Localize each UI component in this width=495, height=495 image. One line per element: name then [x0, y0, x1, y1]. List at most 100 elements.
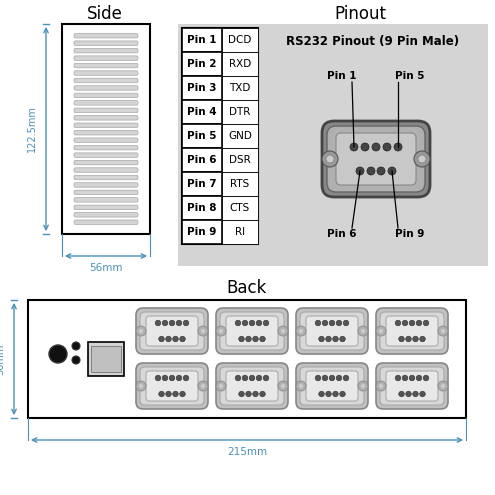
FancyBboxPatch shape: [296, 363, 368, 409]
Circle shape: [376, 381, 386, 391]
Text: RS232 Pinout (9 Pin Male): RS232 Pinout (9 Pin Male): [287, 36, 459, 49]
Circle shape: [298, 329, 303, 334]
FancyBboxPatch shape: [74, 86, 138, 90]
FancyBboxPatch shape: [74, 34, 138, 38]
Circle shape: [336, 320, 342, 326]
Bar: [222, 172, 258, 196]
FancyBboxPatch shape: [74, 205, 138, 209]
Circle shape: [242, 320, 248, 326]
Circle shape: [72, 342, 80, 350]
Text: Pin 5: Pin 5: [187, 131, 217, 141]
FancyBboxPatch shape: [74, 63, 138, 68]
Text: Pin 3: Pin 3: [187, 83, 217, 93]
Circle shape: [296, 381, 306, 391]
Circle shape: [388, 167, 396, 175]
Text: Pin 7: Pin 7: [187, 179, 217, 189]
Bar: [222, 52, 258, 76]
Circle shape: [333, 391, 338, 397]
FancyBboxPatch shape: [140, 312, 204, 350]
FancyBboxPatch shape: [74, 71, 138, 75]
FancyBboxPatch shape: [216, 363, 288, 409]
Bar: [222, 100, 258, 124]
FancyBboxPatch shape: [376, 363, 448, 409]
Bar: [182, 124, 222, 148]
Bar: [222, 220, 258, 244]
Circle shape: [173, 391, 178, 397]
Circle shape: [183, 320, 189, 326]
Circle shape: [281, 329, 286, 334]
FancyBboxPatch shape: [306, 371, 358, 401]
FancyBboxPatch shape: [226, 316, 278, 346]
Circle shape: [367, 167, 375, 175]
Text: Pin 9: Pin 9: [396, 229, 425, 239]
Circle shape: [413, 391, 418, 397]
Circle shape: [155, 320, 161, 326]
Circle shape: [249, 320, 255, 326]
Circle shape: [246, 336, 251, 342]
FancyBboxPatch shape: [136, 363, 208, 409]
FancyBboxPatch shape: [386, 316, 438, 346]
Circle shape: [438, 326, 448, 336]
Circle shape: [438, 381, 448, 391]
Circle shape: [322, 151, 338, 167]
Text: DTR: DTR: [229, 107, 250, 117]
Circle shape: [395, 375, 401, 381]
Circle shape: [200, 384, 205, 389]
Bar: [88, 342, 124, 376]
FancyBboxPatch shape: [376, 308, 448, 354]
Circle shape: [420, 336, 425, 342]
Circle shape: [416, 320, 422, 326]
FancyBboxPatch shape: [74, 78, 138, 83]
Circle shape: [319, 336, 324, 342]
FancyBboxPatch shape: [74, 108, 138, 112]
Text: Pin 2: Pin 2: [187, 59, 217, 69]
FancyBboxPatch shape: [216, 308, 288, 354]
FancyBboxPatch shape: [300, 367, 364, 405]
Circle shape: [376, 326, 386, 336]
Circle shape: [256, 375, 262, 381]
FancyBboxPatch shape: [220, 312, 284, 350]
Text: Pin 5: Pin 5: [395, 71, 425, 81]
Circle shape: [398, 391, 404, 397]
Circle shape: [423, 375, 429, 381]
Circle shape: [162, 320, 168, 326]
Circle shape: [406, 336, 411, 342]
Text: DSR: DSR: [229, 155, 251, 165]
Circle shape: [315, 375, 321, 381]
Circle shape: [377, 167, 385, 175]
Circle shape: [394, 143, 402, 151]
FancyBboxPatch shape: [74, 198, 138, 202]
Bar: [222, 196, 258, 220]
Circle shape: [372, 143, 380, 151]
Circle shape: [169, 375, 175, 381]
Circle shape: [256, 320, 262, 326]
FancyBboxPatch shape: [136, 308, 208, 354]
Circle shape: [418, 155, 426, 163]
Text: Pin 1: Pin 1: [327, 71, 357, 81]
Circle shape: [379, 329, 384, 334]
Text: RTS: RTS: [230, 179, 249, 189]
FancyBboxPatch shape: [74, 153, 138, 157]
Text: Pin 1: Pin 1: [187, 35, 217, 45]
Circle shape: [249, 375, 255, 381]
Circle shape: [340, 391, 346, 397]
Bar: [182, 52, 222, 76]
FancyBboxPatch shape: [74, 212, 138, 217]
Circle shape: [239, 391, 245, 397]
Circle shape: [216, 381, 226, 391]
Circle shape: [402, 320, 408, 326]
Circle shape: [340, 336, 346, 342]
Bar: [222, 124, 258, 148]
Circle shape: [159, 336, 164, 342]
Circle shape: [216, 326, 226, 336]
Circle shape: [395, 320, 401, 326]
Text: Pin 9: Pin 9: [187, 227, 217, 237]
Circle shape: [278, 326, 288, 336]
Circle shape: [235, 320, 241, 326]
Circle shape: [281, 384, 286, 389]
Circle shape: [183, 375, 189, 381]
Circle shape: [180, 336, 185, 342]
Circle shape: [441, 329, 446, 334]
Circle shape: [343, 375, 349, 381]
Circle shape: [420, 391, 425, 397]
